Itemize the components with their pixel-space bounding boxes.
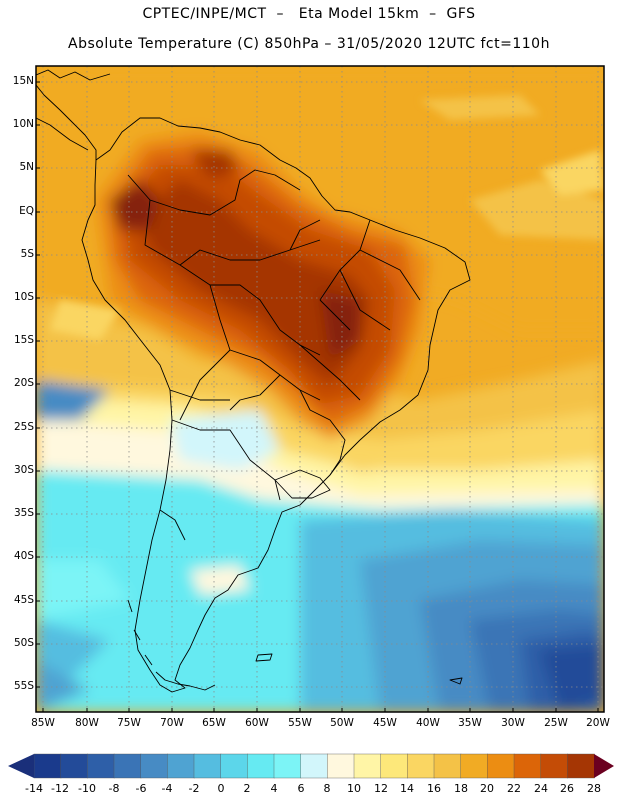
lat-label: 25S [13,421,34,433]
colorbar-under-arrow [8,754,34,778]
lon-label: 40W [416,717,440,729]
lat-label: 10S [13,291,34,303]
colorbar-swatch [273,753,302,779]
lat-label: 45S [13,594,34,606]
colorbar-label: 24 [534,782,548,795]
lat-label: 20S [13,377,34,389]
colorbar-swatch [540,753,569,779]
lat-label: EQ [19,205,34,217]
colorbar-label: 28 [587,782,601,795]
axis-ticks [36,81,599,712]
temperature-field [36,66,604,712]
colorbar-swatch [567,753,595,779]
colorbar-label: 22 [507,782,521,795]
colorbar [8,753,614,779]
colorbar-over-arrow [594,754,614,778]
lon-label: 45W [373,717,397,729]
colorbar-label: 16 [427,782,441,795]
lon-label: 60W [245,717,269,729]
lon-label: 75W [117,717,141,729]
colorbar-swatch [167,753,195,779]
colorbar-swatch [33,753,62,779]
colorbar-label: 14 [400,782,414,795]
colorbar-label: -2 [188,782,200,795]
map-frame [35,65,605,713]
colorbar-swatch [60,753,89,779]
colorbar-label: -6 [135,782,147,795]
lat-label: 40S [13,550,34,562]
colorbar-label: -4 [161,782,173,795]
lon-label: 35W [458,717,482,729]
colorbar-swatch [327,753,355,779]
colorbar-swatch [513,753,542,779]
coastline-borders [36,69,471,693]
colorbar-label: 4 [270,782,278,795]
lon-label: 30W [501,717,525,729]
colorbar-swatch [87,753,115,779]
lat-label: 15N [12,75,34,87]
lat-label: 15S [13,334,34,346]
colorbar-label: 26 [560,782,574,795]
colorbar-swatch [300,753,329,779]
south-america-coastline [81,117,471,693]
colorbar-swatch [353,753,382,779]
lat-label: 35S [13,507,34,519]
country-borders [127,169,421,541]
colorbar-label: -10 [78,782,96,795]
lon-label: 25W [544,717,568,729]
colorbar-swatch [220,753,249,779]
lat-label: 10N [12,118,34,130]
lat-label: 55S [13,680,34,692]
colorbar-swatch [113,753,142,779]
colorbar-label: 12 [374,782,388,795]
colorbar-swatch [140,753,169,779]
colorbar-label: -14 [25,782,43,795]
lon-label: 80W [75,717,99,729]
lon-label: 20W [586,717,610,729]
lat-label: 5N [19,161,34,173]
colorbar-label: -8 [108,782,120,795]
colorbar-label: 0 [217,782,225,795]
map-title-line-1: CPTEC/INPE/MCT – Eta Model 15km – GFS [142,6,476,22]
colorbar-swatch [433,753,462,779]
colorbar-label: 18 [454,782,468,795]
colorbar-swatch [193,753,222,779]
colorbar-swatch [407,753,435,779]
colorbar-label: 2 [243,782,251,795]
colorbar-label: 8 [323,782,331,795]
lon-label: 50W [330,717,354,729]
colorbar-label: 10 [347,782,361,795]
lat-label: 50S [13,637,34,649]
colorbar-label: 6 [297,782,305,795]
lon-label: 70W [160,717,184,729]
central-america-coastline [36,84,97,160]
colorbar-swatch [380,753,409,779]
map-title-line-2: Absolute Temperature (C) 850hPa – 31/05/… [68,36,550,52]
lat-label: 30S [13,464,34,476]
colorbar-swatch [460,753,489,779]
lon-label: 65W [202,717,226,729]
colorbar-swatch [247,753,275,779]
lon-label: 55W [288,717,312,729]
lat-label: 5S [20,248,34,260]
colorbar-label: 20 [480,782,494,795]
colorbar-label: -12 [51,782,69,795]
colorbar-swatch [487,753,515,779]
lon-label: 85W [31,717,55,729]
